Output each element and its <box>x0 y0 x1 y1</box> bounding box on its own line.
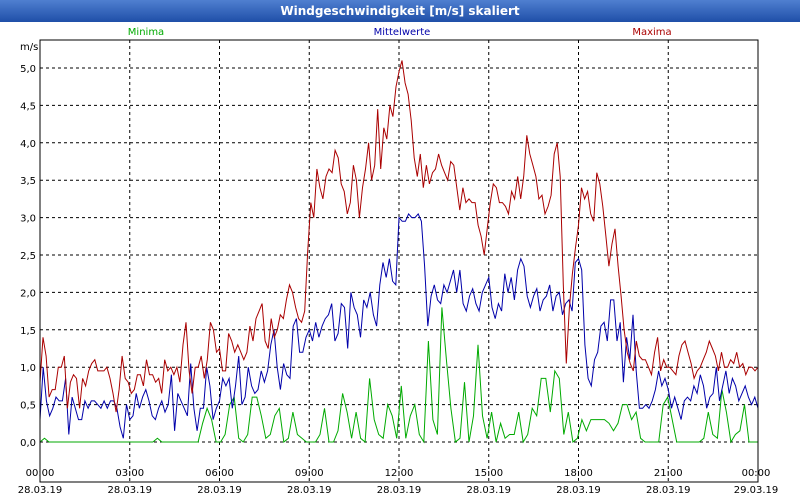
x-tick-time: 03:00 <box>115 468 144 479</box>
legend-minima: Minima <box>128 27 164 38</box>
x-tick-date: 28.03.19 <box>556 485 601 496</box>
x-tick-time: 18:00 <box>564 468 593 479</box>
y-tick-label: 4,0 <box>20 139 36 150</box>
y-tick-label: 1,5 <box>20 326 36 337</box>
series-line-mittelwerte <box>39 212 759 439</box>
y-tick-label: 4,5 <box>20 101 36 112</box>
x-tick-date: 28.03.19 <box>197 485 242 496</box>
x-tick-time: 15:00 <box>474 468 503 479</box>
y-tick-label: 2,5 <box>20 251 36 262</box>
y-tick-label: 1,0 <box>20 363 36 374</box>
tick-labels: 0,0 0,5 1,0 1,5 2,0 2,5 3,0 3,5 4,0 4,5 5,0 00:00 28… <box>18 64 779 496</box>
legend-maxima: Maxima <box>632 27 671 38</box>
y-tick-label: 2,0 <box>20 288 36 299</box>
y-tick-label: 5,0 <box>20 64 36 75</box>
legend-mittelwerte: Mittelwerte <box>374 27 431 38</box>
series-group <box>39 60 759 444</box>
chart-canvas: 0,0 0,5 1,0 1,5 2,0 2,5 3,0 3,5 4,0 4,5 5,0 00:00 28… <box>0 22 800 500</box>
x-tick-time: 09:00 <box>295 468 324 479</box>
x-tick-time: 06:00 <box>205 468 234 479</box>
plot-frame <box>39 39 759 483</box>
series-line-maxima <box>39 60 759 413</box>
y-tick-label: 0,5 <box>20 401 36 412</box>
series-line-minima <box>39 307 758 444</box>
x-tick-date: 28.03.19 <box>18 485 63 496</box>
x-tick-date: 28.03.19 <box>287 485 332 496</box>
y-tick-label: 3,0 <box>20 214 36 225</box>
y-tick-label: 3,5 <box>20 176 36 187</box>
x-tick-time: 12:00 <box>385 468 414 479</box>
x-tick-time: 00:00 <box>742 468 771 479</box>
y-tick-label: 0,0 <box>20 438 36 449</box>
x-tick-date: 28.03.19 <box>377 485 422 496</box>
chart-background <box>0 22 800 500</box>
x-tick-date: 28.03.19 <box>107 485 152 496</box>
x-tick-date: 29.03.19 <box>734 485 779 496</box>
x-tick-date: 28.03.19 <box>466 485 511 496</box>
y-axis-label: m/s <box>20 42 38 53</box>
x-tick-time: 21:00 <box>654 468 683 479</box>
window-title: Windgeschwindigkeit [m/s] skaliert <box>0 0 800 22</box>
x-tick-date: 28.03.19 <box>646 485 691 496</box>
